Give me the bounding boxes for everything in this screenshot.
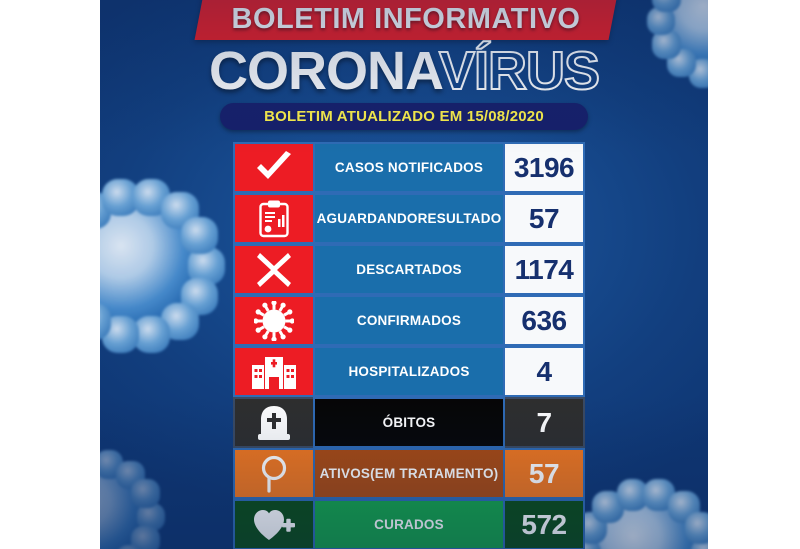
stats-row: CASOS NOTIFICADOS 3196 — [233, 142, 585, 193]
virus-spike-icon — [616, 479, 649, 511]
check-icon — [233, 142, 313, 193]
stats-row-value: 1174 — [505, 244, 585, 295]
virus-spike-icon — [684, 511, 708, 544]
update-date-badge: BOLETIM ATUALIZADO EM 15/08/2020 — [220, 103, 588, 130]
statistics-table: CASOS NOTIFICADOS 3196 AGUARDANDO RESULTAD… — [233, 142, 585, 549]
virus-spike-icon — [116, 544, 145, 549]
stats-row-value: 57 — [505, 448, 585, 499]
stats-row: ATIVOS (EM TRATAMENTO) 57 — [233, 448, 585, 499]
stats-row-label: CONFIRMADOS — [313, 295, 505, 346]
stats-row-label: AGUARDANDO RESULTADO — [313, 193, 505, 244]
stats-row-value: 4 — [505, 346, 585, 397]
stats-row: ÓBITOS 7 — [233, 397, 585, 448]
stats-row-label-line1: CONFIRMADOS — [356, 312, 462, 328]
stats-row-label-line1: ÓBITOS — [382, 414, 436, 430]
page-title: CORONAVÍRUS — [100, 41, 708, 101]
virus-spike-icon — [180, 216, 219, 254]
headline-text: BOLETIM INFORMATIVO — [231, 2, 581, 35]
stats-row-label-line1: ATIVOS — [319, 465, 371, 481]
stats-row-label: ÓBITOS — [313, 397, 505, 448]
x-icon — [233, 244, 313, 295]
stats-row: DESCARTADOS 1174 — [233, 244, 585, 295]
stats-row-value: 572 — [505, 499, 585, 549]
tombstone-icon — [233, 397, 313, 448]
stats-row-label-line2: RESULTADO — [417, 210, 502, 226]
stats-row-value: 7 — [505, 397, 585, 448]
stats-row-label: CASOS NOTIFICADOS — [313, 142, 505, 193]
stats-row-label: CURADOS — [313, 499, 505, 549]
virus-particle-icon — [100, 442, 172, 549]
stats-row-label-line1: DESCARTADOS — [356, 261, 462, 277]
virus-spike-icon — [133, 316, 171, 354]
stats-row: HOSPITALIZADOS 4 — [233, 346, 585, 397]
stats-row: AGUARDANDO RESULTADO 57 — [233, 193, 585, 244]
update-date-text: BOLETIM ATUALIZADO EM 15/08/2020 — [264, 108, 544, 125]
virus-particle-icon — [100, 168, 234, 364]
virus-spike-icon — [652, 0, 681, 12]
virus-spike-icon — [100, 302, 111, 340]
magnifier-icon — [233, 448, 313, 499]
virus-spike-icon — [131, 479, 160, 508]
stats-row-label-line1: AGUARDANDO — [316, 210, 418, 226]
stats-row-label: ATIVOS (EM TRATAMENTO) — [313, 448, 505, 499]
title-part-virus: VÍRUS — [438, 41, 601, 101]
stats-row-value: 3196 — [505, 142, 585, 193]
virus-icon — [233, 295, 313, 346]
stats-row-label-line1: CASOS NOTIFICADOS — [334, 159, 484, 175]
virus-particle-icon — [640, 0, 708, 96]
stats-row-value: 636 — [505, 295, 585, 346]
stats-row-value: 57 — [505, 193, 585, 244]
stats-row-label: HOSPITALIZADOS — [313, 346, 505, 397]
heart-plus-icon — [233, 499, 313, 549]
stats-row: CONFIRMADOS 636 — [233, 295, 585, 346]
clipboard-icon — [233, 193, 313, 244]
stats-row-label-line1: HOSPITALIZADOS — [348, 363, 470, 379]
hospital-icon — [233, 346, 313, 397]
stats-row-label-line1: CURADOS — [374, 516, 444, 532]
title-part-corona: CORONA — [208, 41, 440, 101]
virus-particle-icon — [562, 470, 708, 549]
poster-background: BOLETIM INFORMATIVO CORONAVÍRUS BOLETIM … — [100, 0, 708, 549]
stats-row: CURADOS 572 — [233, 499, 585, 549]
stats-row-label-line2: (EM TRATAMENTO) — [370, 465, 499, 481]
virus-spike-icon — [131, 526, 160, 549]
headline-banner: BOLETIM INFORMATIVO — [194, 0, 618, 40]
stats-row-label: DESCARTADOS — [313, 244, 505, 295]
virus-spike-icon — [101, 178, 139, 216]
